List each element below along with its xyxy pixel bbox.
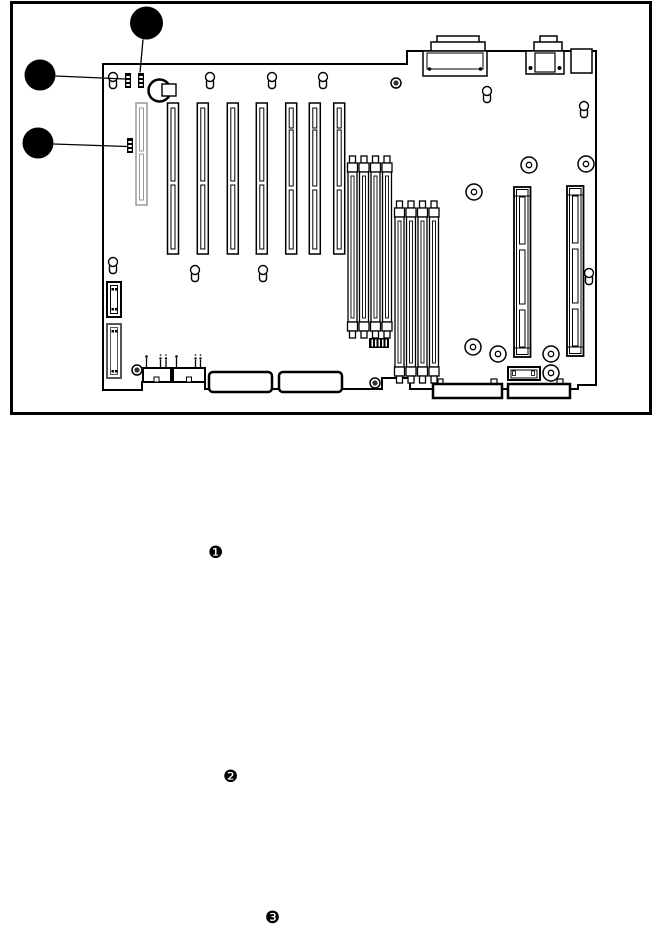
parallel-port-connector — [422, 35, 488, 77]
expansion-slot-1 — [135, 102, 148, 206]
dimm-socket — [416, 200, 429, 384]
keyhole-slot — [578, 100, 590, 119]
callout-balloon-3 — [22, 127, 128, 159]
pin-header-1 — [142, 354, 172, 383]
ribbon-connector-1 — [207, 370, 274, 394]
mounting-hole — [465, 183, 483, 201]
expansion-slot-7 — [308, 102, 322, 255]
screw — [369, 377, 381, 389]
expansion-slot-2 — [166, 102, 180, 255]
edge-connector-1 — [106, 281, 122, 318]
keyhole-slot — [317, 71, 329, 90]
pin-header-2 — [172, 354, 206, 383]
keyhole-slot — [204, 71, 216, 90]
dimm-socket — [405, 200, 417, 384]
dimm-socket — [428, 200, 440, 384]
callout-balloon-1 — [130, 6, 163, 73]
callout-marker-3: ❸ — [265, 908, 281, 927]
keyhole-slot — [257, 264, 269, 283]
mounting-hole — [520, 156, 538, 174]
screw — [390, 77, 402, 89]
power-connector — [507, 366, 541, 381]
dimm-socket — [358, 155, 370, 339]
callout-marker-1: ❶ — [208, 543, 224, 563]
dimm-socket — [381, 155, 393, 339]
battery — [147, 78, 177, 103]
keyhole-slot — [107, 256, 119, 275]
edge-connector-2 — [106, 323, 122, 379]
connector-screw-dot — [528, 66, 533, 70]
jumper-block-sw1 — [138, 73, 144, 88]
expansion-slot-6 — [284, 102, 298, 255]
io-panel-connector — [570, 48, 593, 74]
keyhole-slot — [481, 85, 493, 104]
wide-connector-1 — [431, 382, 504, 400]
hatched-connector — [369, 338, 389, 348]
expansion-slot-5 — [255, 102, 269, 255]
expansion-slot-8 — [332, 102, 346, 255]
keyhole-slot — [266, 71, 278, 90]
connector-screw-dot — [478, 67, 483, 71]
dimm-socket — [369, 155, 382, 339]
ribbon-connector-2 — [277, 370, 344, 394]
mounting-hole — [489, 345, 507, 363]
keyhole-slot — [583, 267, 595, 286]
processor-slot-2 — [566, 185, 585, 357]
processor-slot-1 — [513, 186, 532, 358]
mounting-hole — [542, 345, 560, 363]
connector-screw-dot — [427, 67, 432, 71]
connector-screw-dot — [557, 66, 562, 70]
wide-connector-2 — [506, 382, 572, 400]
jumper-block-sw2 — [125, 73, 131, 88]
keyboard-mouse-connector — [525, 35, 565, 75]
dimm-socket — [393, 200, 406, 384]
jumper-block-sw3 — [127, 138, 133, 153]
mounting-hole — [577, 155, 595, 173]
mounting-hole — [464, 338, 482, 356]
callout-marker-2: ❷ — [223, 767, 239, 787]
screw — [131, 364, 143, 376]
expansion-slot-3 — [196, 102, 210, 255]
keyhole-slot — [189, 264, 201, 283]
keyhole-slot — [107, 71, 119, 90]
expansion-slot-4 — [226, 102, 240, 255]
dimm-socket — [346, 155, 359, 339]
callout-balloon-2 — [24, 59, 126, 91]
